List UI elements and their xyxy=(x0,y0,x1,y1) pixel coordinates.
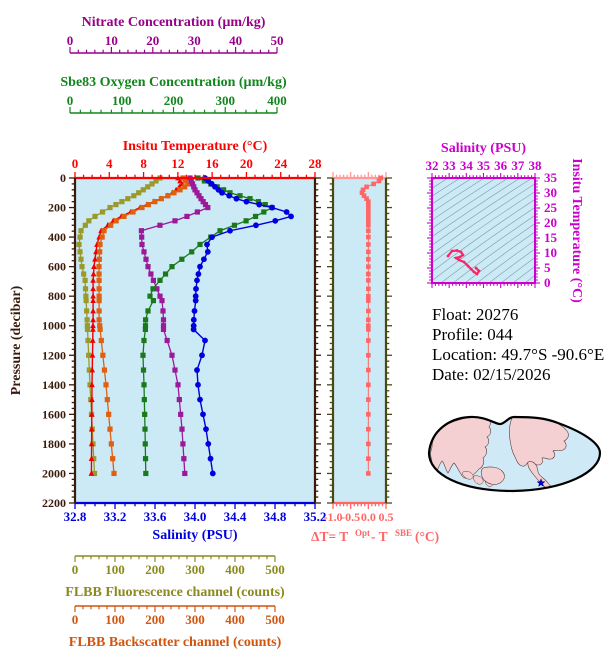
svg-text:200: 200 xyxy=(145,612,165,627)
svg-text:ΔT= T: ΔT= T xyxy=(311,529,348,544)
svg-text:Insitu Temperature (°C): Insitu Temperature (°C) xyxy=(123,139,268,154)
svg-text:400: 400 xyxy=(48,230,66,244)
svg-text:16: 16 xyxy=(206,156,220,171)
svg-text:12: 12 xyxy=(171,156,184,171)
svg-text:38: 38 xyxy=(529,158,543,173)
svg-text:Location: 49.7°S -90.6°E: Location: 49.7°S -90.6°E xyxy=(432,345,604,364)
svg-text:Profile: 044: Profile: 044 xyxy=(432,325,513,344)
svg-text:1000: 1000 xyxy=(42,319,66,333)
svg-text:200: 200 xyxy=(164,93,184,108)
svg-text:500: 500 xyxy=(265,612,285,627)
svg-text:2000: 2000 xyxy=(42,466,66,480)
svg-text:10: 10 xyxy=(544,245,557,260)
svg-text:32: 32 xyxy=(426,158,439,173)
svg-text:20: 20 xyxy=(544,215,557,230)
svg-text:0.0: 0.0 xyxy=(361,510,376,524)
svg-text:0: 0 xyxy=(67,33,74,48)
svg-text:20: 20 xyxy=(240,156,253,171)
svg-text:2200: 2200 xyxy=(42,496,66,510)
svg-text:0: 0 xyxy=(544,275,551,290)
svg-text:300: 300 xyxy=(185,562,205,577)
svg-text:37: 37 xyxy=(511,158,525,173)
svg-text:Insitu Temperature (°C): Insitu Temperature (°C) xyxy=(569,158,584,303)
svg-text:Opt: Opt xyxy=(355,528,370,538)
svg-text:0: 0 xyxy=(72,156,79,171)
svg-text:0: 0 xyxy=(67,93,74,108)
svg-text:25: 25 xyxy=(544,200,558,215)
svg-text:30: 30 xyxy=(544,185,557,200)
svg-text:8: 8 xyxy=(140,156,147,171)
svg-text:4: 4 xyxy=(106,156,113,171)
svg-text:Salinity (PSU): Salinity (PSU) xyxy=(152,528,238,543)
svg-text:Date: 02/15/2026: Date: 02/15/2026 xyxy=(432,365,551,384)
svg-text:Pressure (decibar): Pressure (decibar) xyxy=(9,285,24,395)
svg-text:400: 400 xyxy=(225,612,245,627)
svg-text:34.4: 34.4 xyxy=(224,509,247,524)
svg-text:0: 0 xyxy=(60,171,66,185)
svg-text:- T: - T xyxy=(371,529,388,544)
svg-text:100: 100 xyxy=(105,562,125,577)
svg-text:36: 36 xyxy=(494,158,508,173)
svg-text:32.8: 32.8 xyxy=(64,509,87,524)
svg-text:40: 40 xyxy=(229,33,242,48)
svg-text:Salinity (PSU): Salinity (PSU) xyxy=(441,141,527,156)
svg-text:35: 35 xyxy=(477,158,491,173)
svg-text:1200: 1200 xyxy=(42,348,66,362)
svg-text:200: 200 xyxy=(145,562,165,577)
svg-text:33.6: 33.6 xyxy=(144,509,167,524)
svg-text:Float: 20276: Float: 20276 xyxy=(432,305,518,324)
svg-text:34.0: 34.0 xyxy=(184,509,207,524)
svg-text:FLBB Backscatter channel (coun: FLBB Backscatter channel (counts) xyxy=(69,635,282,650)
svg-text:28: 28 xyxy=(309,156,323,171)
svg-text:200: 200 xyxy=(48,201,66,215)
svg-text:300: 300 xyxy=(216,93,236,108)
svg-text:SBE: SBE xyxy=(395,528,412,538)
svg-text:400: 400 xyxy=(267,93,287,108)
svg-text:50: 50 xyxy=(271,33,284,48)
svg-text:Nitrate Concentration (µm/kg): Nitrate Concentration (µm/kg) xyxy=(82,15,266,30)
svg-text:800: 800 xyxy=(48,289,66,303)
svg-text:600: 600 xyxy=(48,260,66,274)
svg-text:33: 33 xyxy=(443,158,457,173)
svg-text:100: 100 xyxy=(105,612,125,627)
svg-text:24: 24 xyxy=(274,156,288,171)
svg-text:1400: 1400 xyxy=(42,378,66,392)
svg-text:(°C): (°C) xyxy=(415,529,439,544)
svg-text:34.8: 34.8 xyxy=(264,509,287,524)
svg-text:100: 100 xyxy=(112,93,132,108)
svg-text:FLBB Fluorescence channel (cou: FLBB Fluorescence channel (counts) xyxy=(65,585,285,600)
svg-text:35: 35 xyxy=(544,170,558,185)
svg-text:1600: 1600 xyxy=(42,407,66,421)
svg-text:-0.5: -0.5 xyxy=(341,510,360,524)
svg-text:0.5: 0.5 xyxy=(379,510,394,524)
svg-text:400: 400 xyxy=(225,562,245,577)
svg-text:1800: 1800 xyxy=(42,437,66,451)
svg-text:5: 5 xyxy=(544,260,551,275)
svg-text:15: 15 xyxy=(544,230,558,245)
svg-text:33.2: 33.2 xyxy=(104,509,127,524)
svg-text:Sbe83 Oxygen Concentration (µm: Sbe83 Oxygen Concentration (µm/kg) xyxy=(60,75,287,90)
svg-text:500: 500 xyxy=(265,562,285,577)
svg-text:0: 0 xyxy=(72,562,79,577)
svg-text:30: 30 xyxy=(188,33,201,48)
svg-text:34: 34 xyxy=(460,158,474,173)
svg-text:0: 0 xyxy=(72,612,79,627)
svg-text:300: 300 xyxy=(185,612,205,627)
svg-text:10: 10 xyxy=(105,33,118,48)
svg-text:20: 20 xyxy=(146,33,159,48)
svg-text:-1.0: -1.0 xyxy=(324,510,343,524)
